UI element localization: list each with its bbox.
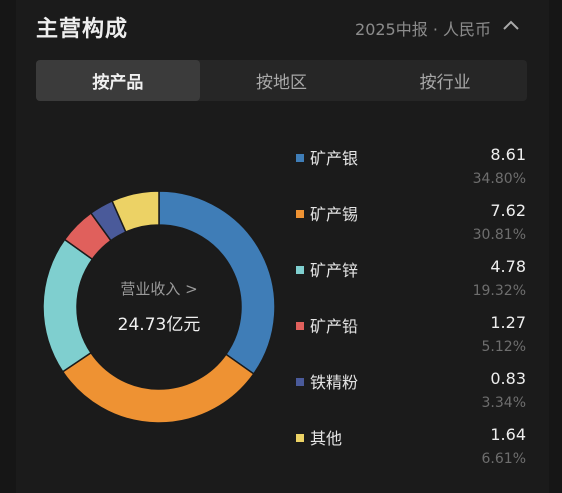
legend-swatch	[296, 266, 304, 274]
legend-item-lead[interactable]: 矿产铅 1.27 5.12%	[294, 313, 526, 363]
legend-swatch	[296, 434, 304, 442]
report-period-currency[interactable]: 2025中报 · 人民币	[355, 20, 491, 39]
legend-name: 矿产铅	[310, 317, 359, 336]
legend-value: 1.64	[490, 425, 526, 444]
legend-item-iron-concentrate[interactable]: 铁精粉 0.83 3.34%	[294, 369, 526, 419]
legend-value: 7.62	[490, 201, 526, 220]
legend-name: 其他	[310, 429, 343, 448]
legend-item-other[interactable]: 其他 1.64 6.61%	[294, 425, 526, 475]
legend-percent: 3.34%	[481, 395, 526, 411]
revenue-link[interactable]: 营业收入 >	[120, 280, 198, 298]
legend-value: 8.61	[490, 145, 526, 164]
card-header: 主营构成 2025中报 · 人民币	[16, 0, 549, 56]
legend-item-tin[interactable]: 矿产锡 7.62 30.81%	[294, 201, 526, 251]
legend-percent: 34.80%	[472, 171, 526, 187]
legend-percent: 19.32%	[472, 283, 526, 299]
legend-name: 矿产锡	[310, 205, 359, 224]
legend-percent: 30.81%	[472, 227, 526, 243]
donut-slice-矿产银[interactable]	[158, 190, 276, 375]
legend-percent: 6.61%	[481, 451, 526, 467]
card-title: 主营构成	[36, 17, 129, 42]
main-composition-card: 主营构成 2025中报 · 人民币 按产品 按地区 按行业 营业收入 > 24.…	[16, 0, 549, 493]
donut-slice-矿产锡[interactable]	[61, 351, 255, 424]
tab-by-industry[interactable]: 按行业	[419, 73, 471, 93]
revenue-total: 24.73亿元	[117, 315, 201, 335]
donut-chart: 营业收入 > 24.73亿元	[42, 190, 276, 424]
tab-by-region[interactable]: 按地区	[256, 73, 307, 93]
legend-swatch	[296, 378, 304, 386]
legend-value: 4.78	[490, 257, 526, 276]
legend-name: 铁精粉	[310, 373, 359, 392]
legend-swatch	[296, 210, 304, 218]
legend-name: 矿产锌	[310, 261, 359, 280]
legend-item-silver[interactable]: 矿产银 8.61 34.80%	[294, 145, 526, 195]
legend-value: 0.83	[490, 369, 526, 388]
legend-percent: 5.12%	[481, 339, 526, 355]
segment-tabs: 按产品 按地区 按行业	[36, 60, 527, 101]
legend-name: 矿产银	[310, 149, 359, 168]
legend-swatch	[296, 322, 304, 330]
donut-slice-其他[interactable]	[111, 190, 160, 233]
legend-item-zinc[interactable]: 矿产锌 4.78 19.32%	[294, 257, 526, 307]
tab-by-product[interactable]: 按产品	[36, 60, 200, 101]
chevron-up-icon[interactable]	[499, 14, 523, 38]
legend-value: 1.27	[490, 313, 526, 332]
legend-swatch	[296, 154, 304, 162]
donut-slice-矿产锌[interactable]	[42, 238, 94, 373]
